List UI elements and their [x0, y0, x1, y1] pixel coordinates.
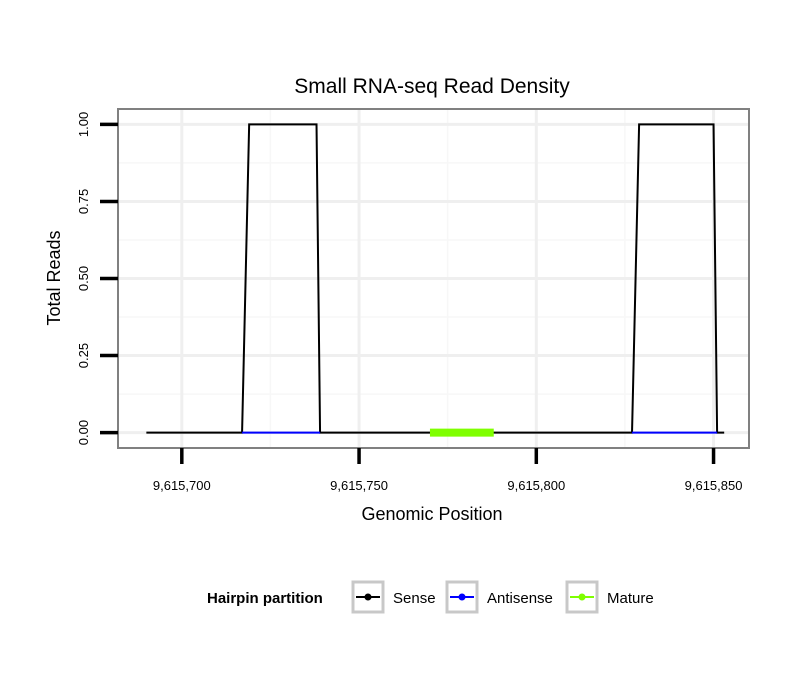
legend-label-mature: Mature — [607, 590, 654, 607]
legend-key-point-sense — [364, 593, 372, 601]
legend-key-point-antisense — [458, 593, 466, 601]
x-axis-title: Genomic Position — [361, 504, 502, 524]
x-tick-label: 9,615,750 — [330, 478, 388, 493]
legend-title: Hairpin partition — [207, 590, 323, 607]
chart-title: Small RNA-seq Read Density — [294, 75, 570, 98]
series-layer — [146, 123, 725, 437]
x-axis-ticks: 9,615,700 9,615,750 9,615,800 9,615,850 — [153, 448, 743, 493]
y-axis-ticks: 0.00 0.25 0.50 0.75 1.00 — [76, 112, 118, 445]
y-tick-label: 0.25 — [76, 343, 91, 368]
legend-label-sense: Sense — [393, 590, 436, 607]
legend-entries: Sense Antisense Mature — [351, 580, 654, 614]
x-tick-label: 9,615,700 — [153, 478, 211, 493]
major-gridlines — [118, 109, 749, 448]
y-tick-label: 0.50 — [76, 266, 91, 291]
legend: Hairpin partition Sense Antisense Mature — [207, 580, 654, 614]
x-tick-label: 9,615,800 — [507, 478, 565, 493]
legend-label-antisense: Antisense — [487, 590, 553, 607]
legend-key-point-mature — [578, 593, 586, 601]
x-tick-label: 9,615,850 — [685, 478, 743, 493]
y-tick-label: 1.00 — [76, 112, 91, 137]
y-tick-label: 0.00 — [76, 420, 91, 445]
y-axis-title: Total Reads — [44, 230, 64, 325]
y-tick-label: 0.75 — [76, 189, 91, 214]
